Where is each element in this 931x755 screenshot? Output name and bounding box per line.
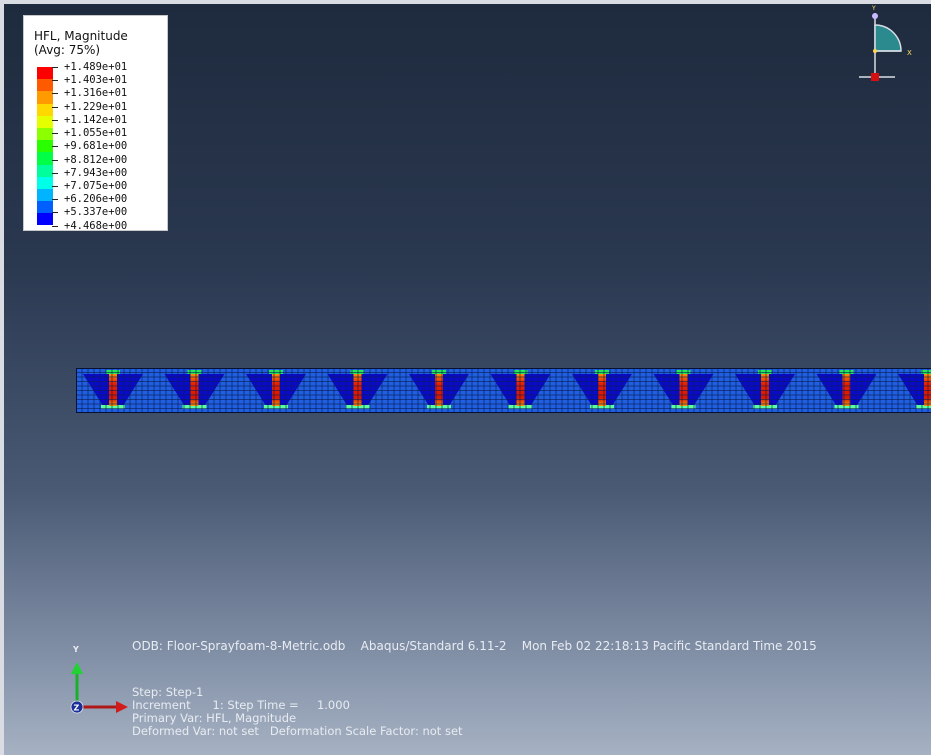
view-triad-icon: Y X [859, 5, 912, 81]
legend-color-bar [37, 67, 53, 226]
legend-tick [52, 146, 58, 148]
step-text: Step: Step-1 [132, 685, 204, 699]
legend-tick [52, 172, 58, 174]
legend-tick [52, 67, 58, 68]
legend-swatch [37, 152, 53, 165]
legend-swatch [37, 140, 53, 153]
viewport-border-top [0, 0, 931, 4]
primary-var-text: Primary Var: HFL, Magnitude [132, 711, 297, 725]
legend-tick [52, 106, 58, 108]
legend-value-label: +4.468e+00 [64, 219, 128, 232]
legend-title: HFL, Magnitude [34, 29, 128, 43]
legend-swatch [37, 115, 53, 128]
legend-tick [52, 93, 58, 95]
triad-x-label: X [907, 49, 912, 57]
legend-value-label: +9.681e+00 [64, 140, 128, 153]
legend-tick [52, 80, 58, 82]
legend-tick [52, 159, 58, 161]
legend-value-label: +8.812e+00 [64, 153, 128, 166]
increment-text: Increment 1: Step Time = 1.000 [132, 698, 350, 712]
legend-swatch [37, 79, 53, 92]
legend-swatch [37, 213, 53, 226]
legend-value-label: +6.206e+00 [64, 193, 128, 206]
legend-swatch [37, 67, 53, 80]
legend-tick [52, 133, 58, 135]
triad-center-point [873, 49, 877, 53]
legend-tick [52, 119, 58, 121]
legend-tick [52, 225, 58, 227]
model-mesh[interactable] [76, 368, 931, 413]
legend-tick [52, 199, 58, 201]
legend-swatch [37, 201, 53, 214]
legend-value-label: +1.403e+01 [64, 74, 128, 87]
legend-swatch [37, 103, 53, 116]
contour-legend: HFL, Magnitude (Avg: 75%) +1.489e+01 +1.4… [23, 15, 168, 231]
legend-swatch [37, 164, 53, 177]
triad-origin-marker [871, 73, 879, 81]
odb-info-text: ODB: Floor-Sprayfoam-8-Metric.odb Abaqus… [132, 639, 817, 653]
legend-swatch [37, 91, 53, 104]
global-triad-icon: Y Z [70, 645, 128, 714]
legend-swatch [37, 188, 53, 202]
legend-value-label: +7.075e+00 [64, 179, 128, 192]
legend-value-label: +1.489e+01 [64, 61, 128, 73]
triad-bottom-y-label: Y [72, 645, 79, 654]
legend-tick [52, 212, 58, 214]
legend-value-label: +7.943e+00 [64, 166, 128, 179]
mesh-grid [76, 368, 931, 413]
legend-swatch [37, 176, 53, 189]
legend-value-label: +1.055e+01 [64, 127, 128, 140]
legend-swatch [37, 127, 53, 141]
legend-tick [52, 185, 58, 187]
viewport-border-left [0, 0, 4, 755]
legend-value-label: +1.142e+01 [64, 113, 128, 126]
triad-y-point [872, 13, 878, 19]
legend-value-label: +1.229e+01 [64, 100, 128, 113]
deformed-var-text: Deformed Var: not set Deformation Scale … [132, 724, 463, 738]
legend-subtitle: (Avg: 75%) [34, 43, 101, 57]
legend-value-label: +1.316e+01 [64, 87, 128, 100]
legend-value-label: +5.337e+00 [64, 206, 128, 219]
triad-y-label: Y [871, 5, 876, 12]
triad-bottom-z-label: Z [74, 704, 80, 713]
